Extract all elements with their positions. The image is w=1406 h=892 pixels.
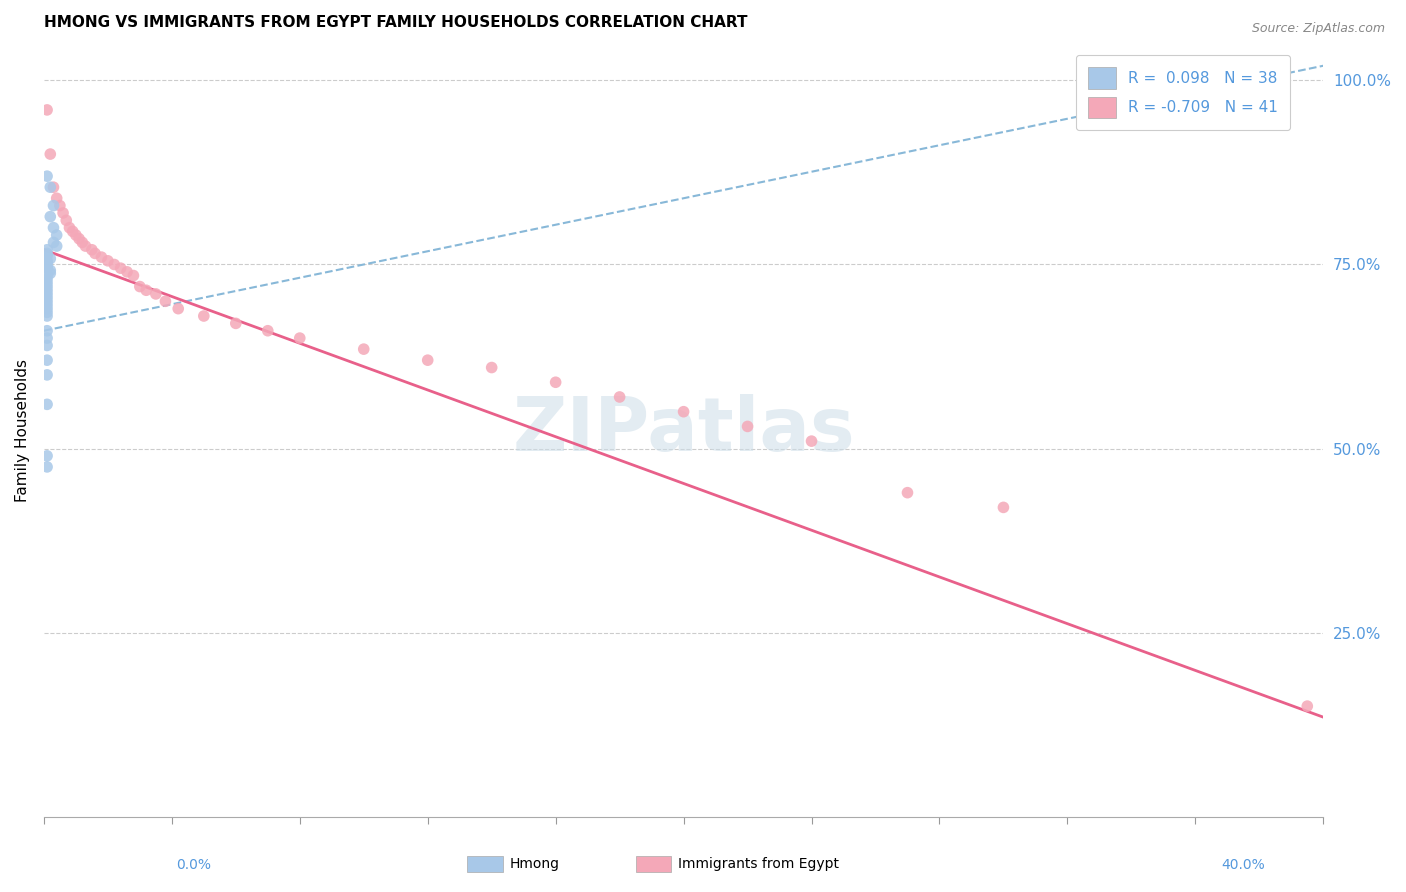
Point — [135, 283, 157, 297]
Point — [145, 287, 167, 301]
Point — [42, 235, 65, 250]
Point — [35, 291, 58, 305]
Point — [39, 263, 62, 277]
Point — [35, 287, 58, 301]
Point — [45, 228, 67, 243]
Point — [35, 169, 58, 183]
Legend: R =  0.098   N = 38, R = -0.709   N = 41: R = 0.098 N = 38, R = -0.709 N = 41 — [1076, 55, 1291, 130]
Point — [35, 279, 58, 293]
Point — [800, 434, 823, 449]
Point — [80, 243, 103, 257]
Point — [97, 253, 120, 268]
Point — [544, 376, 567, 390]
Point — [35, 243, 58, 257]
Point — [35, 103, 58, 117]
Point — [39, 266, 62, 280]
Point — [35, 331, 58, 345]
Text: ZIPatlas: ZIPatlas — [512, 393, 855, 467]
Point — [67, 232, 90, 246]
Point — [72, 235, 94, 250]
Point — [45, 239, 67, 253]
Point — [35, 249, 58, 263]
Point — [35, 283, 58, 297]
Point — [55, 213, 77, 227]
Point — [35, 353, 58, 368]
Point — [35, 268, 58, 283]
Point — [35, 301, 58, 316]
Point — [35, 259, 58, 273]
Point — [90, 250, 112, 264]
Point — [35, 459, 58, 474]
Text: Immigrants from Egypt: Immigrants from Egypt — [678, 857, 839, 871]
Point — [103, 258, 125, 272]
Point — [256, 324, 278, 338]
Point — [39, 180, 62, 194]
Point — [225, 317, 247, 331]
Point — [35, 256, 58, 270]
Point — [353, 342, 375, 356]
Point — [39, 210, 62, 224]
Text: 40.0%: 40.0% — [1222, 858, 1265, 872]
Point — [35, 309, 58, 323]
Text: Hmong: Hmong — [510, 857, 560, 871]
Point — [128, 279, 150, 293]
Point — [122, 268, 145, 283]
Point — [75, 239, 97, 253]
Point — [115, 265, 138, 279]
Point — [35, 261, 58, 276]
Point — [62, 224, 84, 238]
Point — [609, 390, 631, 404]
Point — [1296, 699, 1319, 714]
Point — [45, 191, 67, 205]
Point — [35, 272, 58, 286]
Point — [167, 301, 190, 316]
Point — [155, 294, 177, 309]
Point — [110, 261, 132, 276]
Text: 0.0%: 0.0% — [176, 858, 211, 872]
Point — [58, 220, 80, 235]
Point — [288, 331, 311, 345]
Point — [39, 147, 62, 161]
Point — [35, 324, 58, 338]
Point — [35, 253, 58, 268]
Point — [35, 449, 58, 463]
Y-axis label: Family Households: Family Households — [15, 359, 30, 501]
Point — [672, 405, 695, 419]
Point — [42, 180, 65, 194]
Point — [39, 252, 62, 266]
Point — [65, 228, 87, 243]
Point — [49, 198, 72, 212]
Point — [35, 294, 58, 309]
Point — [35, 305, 58, 319]
Point — [42, 220, 65, 235]
Point — [737, 419, 759, 434]
Point — [481, 360, 503, 375]
Point — [993, 500, 1015, 515]
Point — [193, 309, 215, 323]
Point — [52, 206, 75, 220]
Point — [896, 485, 918, 500]
Point — [35, 246, 58, 260]
Point — [42, 198, 65, 212]
Point — [35, 368, 58, 382]
Text: HMONG VS IMMIGRANTS FROM EGYPT FAMILY HOUSEHOLDS CORRELATION CHART: HMONG VS IMMIGRANTS FROM EGYPT FAMILY HO… — [44, 15, 748, 30]
Point — [84, 246, 107, 260]
Text: Source: ZipAtlas.com: Source: ZipAtlas.com — [1251, 22, 1385, 36]
Point — [416, 353, 439, 368]
Point — [35, 397, 58, 411]
Point — [35, 298, 58, 312]
Point — [35, 276, 58, 290]
Point — [35, 338, 58, 352]
